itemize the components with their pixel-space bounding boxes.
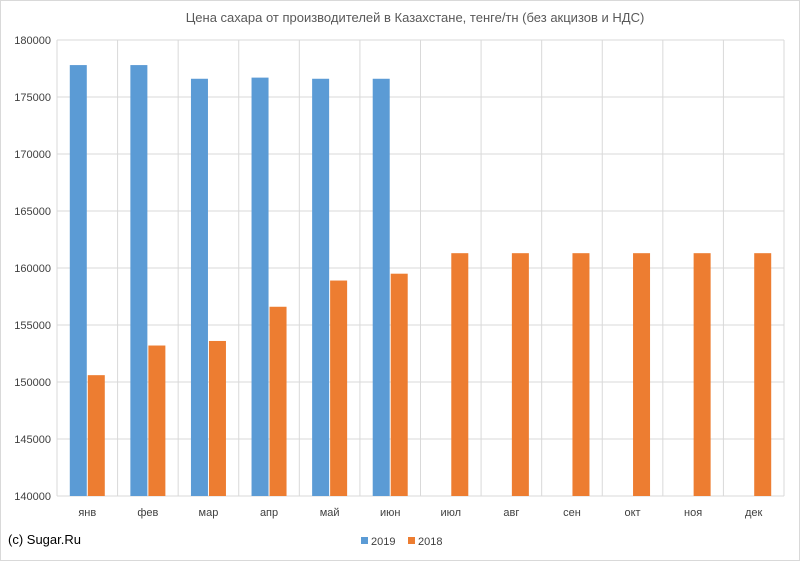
legend: 2019 2018 <box>361 536 442 548</box>
x-tick-label: ноя <box>684 507 702 519</box>
bar-2019-мар <box>190 78 208 496</box>
x-tick-label: июл <box>441 507 462 519</box>
grid-lines <box>56 39 785 497</box>
y-tick-label: 160000 <box>14 263 51 275</box>
bar-2019-июн <box>372 78 390 496</box>
x-tick-label: сен <box>563 507 581 519</box>
y-tick-label: 165000 <box>14 206 51 218</box>
x-tick-label: янв <box>78 507 96 519</box>
bar-2018-июн <box>390 273 408 496</box>
bar-2018-ноя <box>693 253 711 496</box>
x-tick-label: апр <box>260 507 278 519</box>
bar-2019-май <box>312 78 330 496</box>
source-credit: (c) Sugar.Ru <box>8 532 81 547</box>
bar-2019-янв <box>69 65 87 496</box>
bar-2018-сен <box>572 253 590 496</box>
bar-2019-фев <box>130 65 148 496</box>
legend-swatch-2018 <box>408 537 415 544</box>
bar-2018-дек <box>754 253 772 496</box>
y-tick-label: 170000 <box>14 149 51 161</box>
legend-label-2019: 2019 <box>371 536 395 548</box>
y-tick-label: 145000 <box>14 434 51 446</box>
bar-2018-окт <box>633 253 651 496</box>
x-tick-label: окт <box>624 507 640 519</box>
x-tick-label: мар <box>199 507 219 519</box>
bar-2018-авг <box>511 253 529 496</box>
bars <box>69 65 772 497</box>
y-tick-label: 180000 <box>14 35 51 47</box>
bar-2018-янв <box>87 375 105 496</box>
y-axis-ticks: 140000 145000 150000 155000 160000 165000 1700… <box>14 35 51 503</box>
x-tick-label: май <box>320 507 340 519</box>
x-tick-label: июн <box>380 507 400 519</box>
y-tick-label: 175000 <box>14 92 51 104</box>
legend-label-2018: 2018 <box>418 536 442 548</box>
bar-2018-мар <box>208 340 226 496</box>
bar-2018-апр <box>269 306 287 496</box>
x-tick-label: фев <box>137 507 158 519</box>
bar-2019-апр <box>251 77 269 497</box>
y-tick-label: 155000 <box>14 320 51 332</box>
x-tick-label: авг <box>503 507 519 519</box>
y-tick-label: 140000 <box>14 491 51 503</box>
bar-2018-май <box>330 280 348 496</box>
bar-2018-июл <box>451 253 469 496</box>
x-tick-label: дек <box>745 507 763 519</box>
legend-swatch-2019 <box>361 537 368 544</box>
y-tick-label: 150000 <box>14 377 51 389</box>
x-axis-ticks: янв фев мар апр май июн июл авг сен окт ноя дек <box>78 507 762 519</box>
bar-2018-фев <box>148 345 166 496</box>
chart-title: Цена сахара от производителей в Казахста… <box>186 10 645 25</box>
